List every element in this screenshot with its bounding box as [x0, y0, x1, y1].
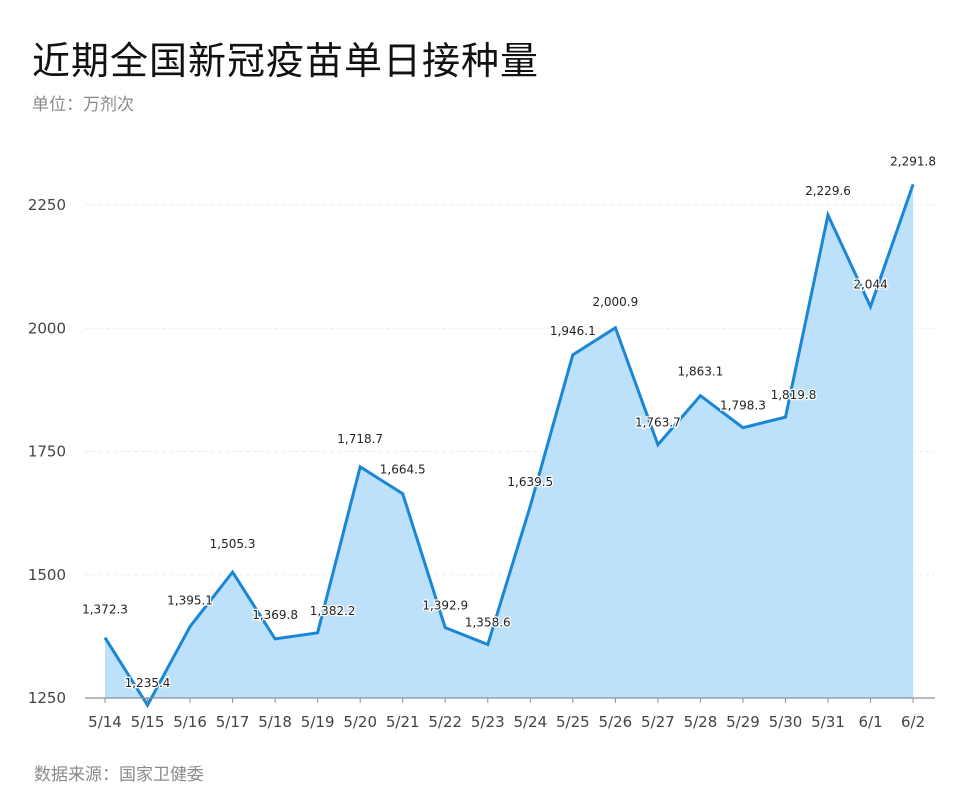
x-tick-label: 5/19 — [301, 713, 335, 731]
data-value-label: 1,863.1 — [678, 365, 724, 379]
x-tick-label: 5/30 — [769, 713, 803, 731]
y-tick-label: 1250 — [28, 689, 66, 707]
data-value-label: 1,946.1 — [550, 324, 596, 338]
x-tick-label: 6/1 — [858, 713, 882, 731]
data-value-label: 1,798.3 — [720, 399, 766, 413]
y-tick-label: 1500 — [28, 566, 66, 584]
data-line — [103, 183, 915, 709]
data-value-label: 1,763.7 — [635, 416, 681, 430]
x-tick-label: 5/27 — [641, 713, 675, 731]
data-value-label: 1,639.5 — [507, 475, 553, 489]
data-value-label: 2,291.8 — [890, 154, 936, 168]
y-axis-ticks: 1250 1500 1750 2000 2250 — [28, 196, 66, 707]
x-tick-label: 5/15 — [131, 713, 165, 731]
data-value-label: 1,358.6 — [465, 615, 511, 629]
data-value-label: 1,382.2 — [310, 604, 356, 618]
data-value-label: 1,369.8 — [252, 608, 298, 622]
x-tick-label: 5/26 — [599, 713, 633, 731]
data-value-label: 1,395.1 — [167, 593, 213, 607]
data-value-label: 1,505.3 — [210, 537, 256, 551]
x-tick-label: 5/17 — [216, 713, 250, 731]
x-tick-label: 5/25 — [556, 713, 590, 731]
x-tick-label: 5/23 — [471, 713, 505, 731]
x-axis-ticks: 5/14 5/15 5/16 5/17 5/18 5/19 5/20 5/21 5/22 5/23… — [88, 698, 925, 731]
y-tick-label: 2250 — [28, 196, 66, 214]
x-tick-label: 6/2 — [901, 713, 925, 731]
area-fill — [105, 184, 914, 706]
data-value-label: 1,664.5 — [380, 463, 426, 477]
x-tick-label: 5/21 — [386, 713, 420, 731]
data-value-label: 2,229.6 — [805, 184, 851, 198]
x-tick-label: 5/16 — [173, 713, 207, 731]
data-value-label: 1,235.4 — [125, 676, 171, 690]
data-source-note: 数据来源：国家卫健委 — [34, 765, 204, 785]
x-tick-label: 5/29 — [726, 713, 760, 731]
data-value-label: 2,044 — [853, 278, 887, 292]
data-value-label: 2,000.9 — [592, 295, 638, 309]
data-value-label: 1,392.9 — [422, 599, 468, 613]
data-value-label: 1,718.7 — [337, 432, 383, 446]
chart-unit-subtitle: 单位：万剂次 — [32, 95, 134, 115]
x-tick-label: 5/28 — [684, 713, 718, 731]
chart-title: 近期全国新冠疫苗单日接种量 — [32, 39, 540, 83]
x-tick-label: 5/31 — [811, 713, 845, 731]
x-tick-label: 5/20 — [343, 713, 377, 731]
x-tick-label: 5/22 — [428, 713, 462, 731]
data-value-label: 1,819.8 — [771, 388, 817, 402]
x-tick-label: 5/24 — [513, 713, 547, 731]
data-value-label: 1,372.3 — [82, 603, 128, 617]
x-tick-label: 5/18 — [258, 713, 292, 731]
y-tick-label: 2000 — [28, 319, 66, 337]
x-tick-label: 5/14 — [88, 713, 122, 731]
y-tick-label: 1750 — [28, 443, 66, 461]
data-labels: 1,372.3 1,235.4 1,395.1 1,505.3 1,369.8 1,382… — [81, 153, 937, 691]
